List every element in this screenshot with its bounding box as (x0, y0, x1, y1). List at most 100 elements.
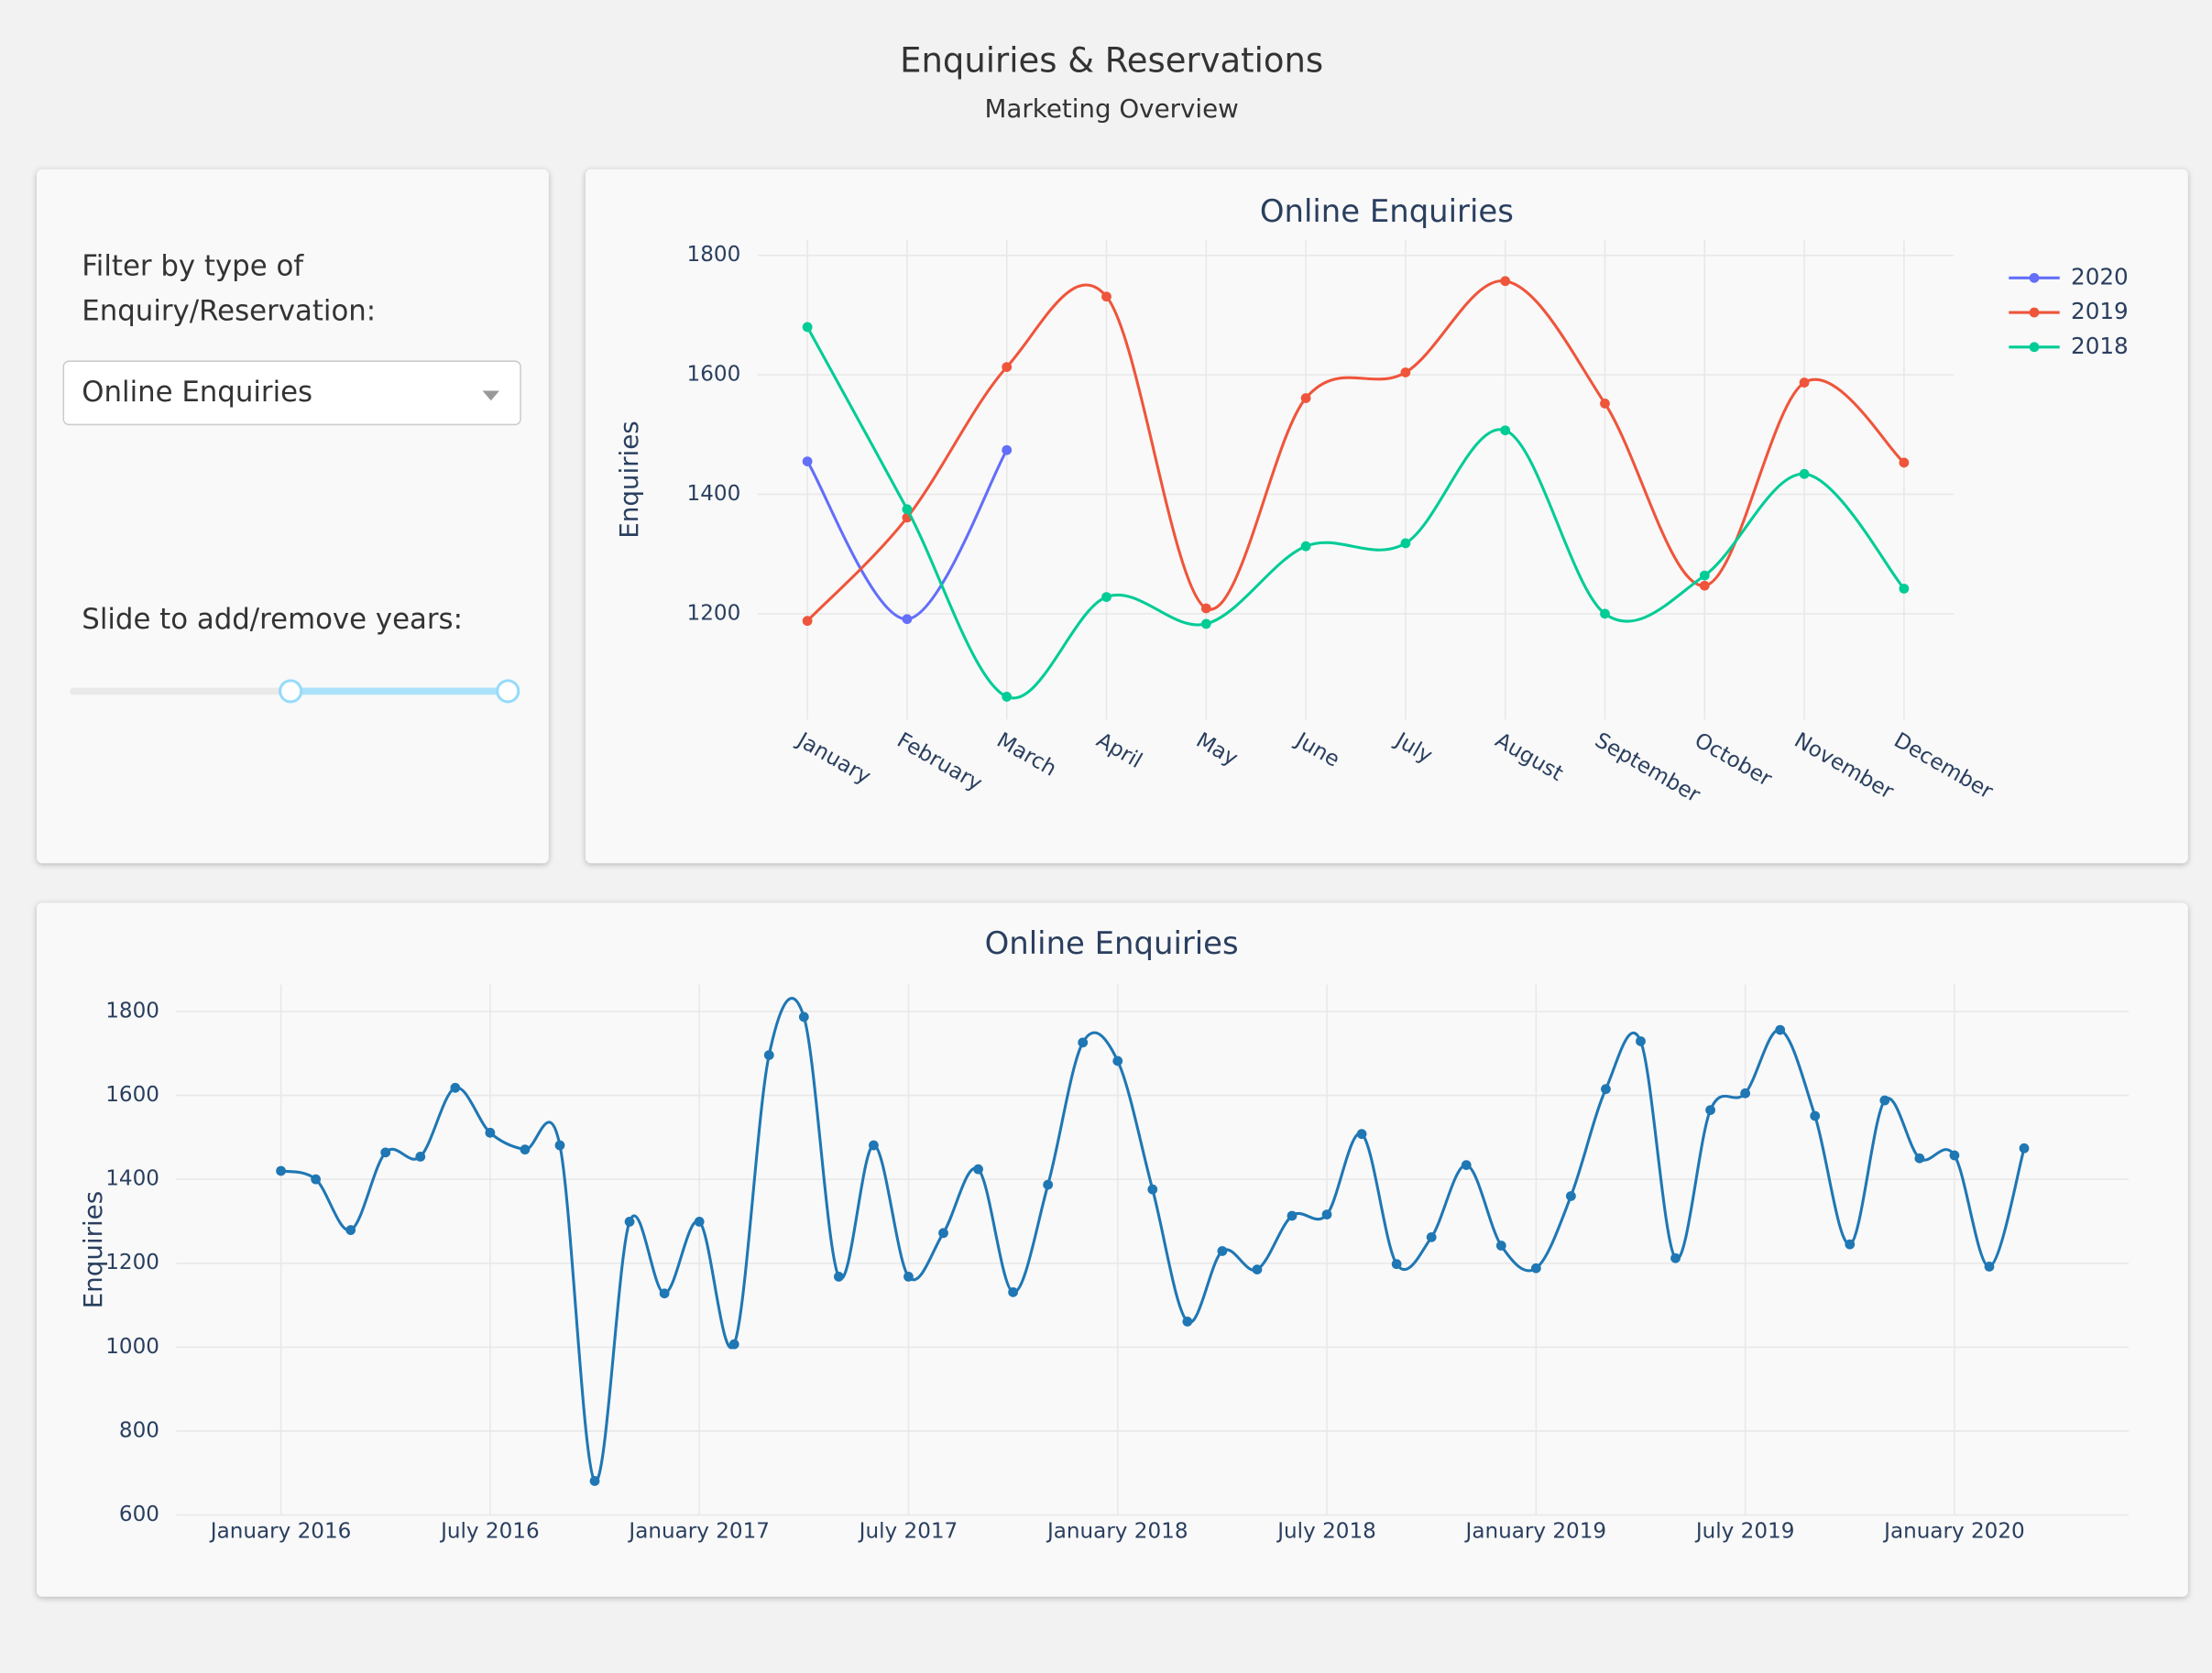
slider-handle[interactable] (279, 679, 303, 704)
data-point (1566, 1191, 1576, 1201)
y-tick-label: 1800 (687, 243, 741, 267)
legend-label: 2019 (2071, 298, 2129, 324)
data-point (728, 1339, 739, 1350)
legend-label: 2020 (2071, 263, 2129, 290)
range-slider[interactable] (70, 679, 520, 704)
legend-label: 2018 (2071, 333, 2129, 359)
data-point (1426, 1231, 1437, 1242)
data-point (802, 616, 813, 627)
data-point (1002, 692, 1013, 702)
data-point (1300, 541, 1311, 552)
x-tick-label: January 2016 (209, 1519, 352, 1543)
legend-marker (2029, 272, 2040, 283)
data-point (311, 1174, 322, 1185)
dropdown-arrow[interactable] (482, 390, 499, 401)
data-point (1845, 1239, 1856, 1250)
data-point (1984, 1262, 1995, 1272)
series-line (805, 326, 1906, 700)
x-tick-label: July 2016 (439, 1519, 540, 1543)
filter-label-box: Filter by type of Enquiry/Reservation: (82, 248, 377, 328)
data-point (938, 1228, 948, 1239)
data-point (1699, 570, 1710, 581)
data-point (973, 1164, 983, 1175)
data-point (1300, 393, 1311, 403)
chart-card (585, 169, 2188, 864)
x-tick-label: July 2019 (1694, 1519, 1795, 1543)
data-point (1356, 1129, 1367, 1140)
data-point (1217, 1246, 1228, 1256)
data-point (1636, 1036, 1646, 1046)
data-point (1705, 1105, 1715, 1115)
data-point (1078, 1037, 1089, 1048)
data-point (485, 1127, 496, 1138)
page-subtitle: Marketing Overview (985, 93, 1239, 124)
data-point (1899, 584, 1910, 594)
data-point (1810, 1110, 1821, 1121)
data-point (1495, 1241, 1506, 1251)
data-point (694, 1217, 705, 1227)
chart-card (37, 902, 2188, 1597)
data-point (589, 1476, 600, 1486)
data-point (1321, 1209, 1332, 1220)
data-point (763, 1050, 774, 1060)
chart-title: Online Enquiries (1260, 193, 1514, 229)
data-point (1147, 1184, 1158, 1195)
data-point (1101, 291, 1111, 302)
data-point (1182, 1317, 1193, 1327)
y-tick-label: 1000 (105, 1335, 159, 1359)
data-point (1799, 377, 1810, 388)
data-point (554, 1140, 565, 1151)
y-tick-label: 1400 (687, 482, 741, 506)
data-point (802, 322, 813, 333)
data-point (1252, 1264, 1263, 1274)
data-point (1043, 1179, 1054, 1190)
y-tick-label: 800 (119, 1418, 159, 1442)
data-point (1899, 457, 1910, 468)
data-point (380, 1147, 391, 1158)
slider-handle[interactable] (496, 679, 520, 704)
data-point (1101, 592, 1111, 602)
data-point (902, 504, 913, 515)
y-tick-label: 600 (119, 1503, 159, 1526)
data-point (1670, 1252, 1681, 1263)
data-point (1287, 1210, 1298, 1221)
data-point (869, 1140, 879, 1151)
data-point (1914, 1153, 1925, 1164)
x-tick-label: July 2018 (1276, 1519, 1376, 1543)
data-point (450, 1082, 461, 1093)
y-tick-label: 1600 (687, 363, 741, 387)
data-point (902, 614, 913, 625)
data-point (1500, 276, 1511, 287)
data-point (1600, 608, 1610, 619)
data-point (1879, 1095, 1890, 1106)
data-point (1799, 468, 1810, 479)
dropdown-box[interactable] (62, 360, 521, 426)
y-tick-label: 1400 (105, 1167, 159, 1191)
page-title: Enquiries & Reservations (900, 40, 1323, 80)
data-point (1949, 1150, 1960, 1161)
data-point (1530, 1263, 1541, 1274)
data-point (415, 1152, 426, 1162)
data-point (798, 1011, 809, 1022)
y-tick-label: 1600 (105, 1083, 159, 1107)
chart-title: Online Enquiries (985, 925, 1239, 961)
filter-label: Filter by type of Enquiry/Reservation: (82, 248, 377, 328)
x-tick-label: January 2018 (1046, 1519, 1188, 1543)
data-point (1112, 1055, 1123, 1066)
y-axis-label: Enquiries (614, 421, 644, 538)
data-point (659, 1288, 670, 1299)
data-point (1002, 362, 1013, 373)
dropdown-value[interactable]: Online Enquiries (82, 376, 312, 409)
x-tick-label: January 2020 (1882, 1519, 2025, 1543)
data-point (1600, 398, 1610, 409)
data-point (345, 1225, 356, 1235)
data-point (1391, 1259, 1402, 1270)
dropdown[interactable]: Online Enquiries (62, 360, 521, 426)
data-point (520, 1144, 531, 1155)
data-point (2019, 1143, 2030, 1154)
data-point (1699, 580, 1710, 591)
y-tick-label: 1800 (105, 999, 159, 1022)
data-point (1500, 425, 1511, 436)
x-tick-label: January 2019 (1464, 1519, 1607, 1543)
